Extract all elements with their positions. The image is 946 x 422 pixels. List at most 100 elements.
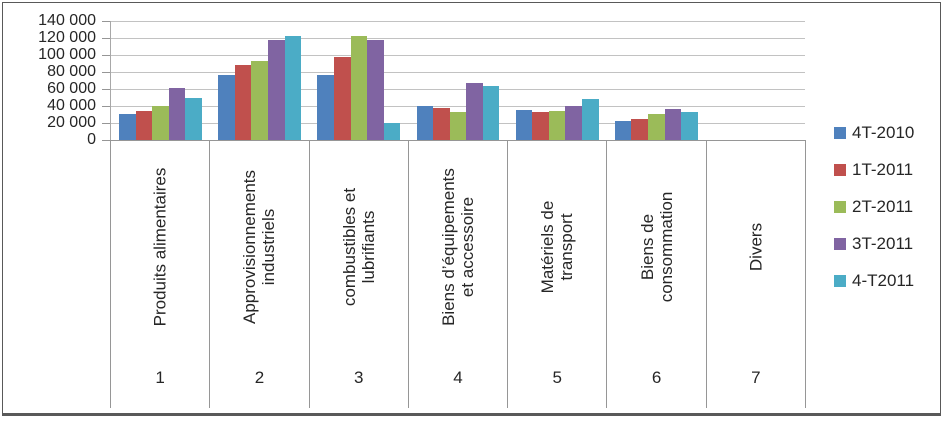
y-axis-tick bbox=[102, 55, 110, 56]
legend-swatch-4T-2010 bbox=[834, 127, 846, 139]
bar-1T-2011 bbox=[532, 112, 549, 140]
bar-groups bbox=[111, 21, 805, 140]
bar-group bbox=[210, 21, 309, 140]
bar-3T-2011 bbox=[367, 40, 384, 140]
bar-group bbox=[408, 21, 507, 140]
category-label: combustibles et lubrifiants bbox=[339, 187, 378, 306]
x-axis-line bbox=[110, 140, 806, 141]
category-label: Produits alimentaires bbox=[150, 167, 170, 326]
gridline bbox=[111, 21, 805, 22]
bar-3T-2011 bbox=[268, 40, 285, 140]
bar-3T-2011 bbox=[466, 83, 483, 140]
legend-label: 2T-2011 bbox=[852, 197, 914, 216]
category-number: 2 bbox=[254, 368, 265, 387]
category-number: 7 bbox=[751, 368, 761, 387]
category-cell: Divers 7 bbox=[707, 141, 806, 408]
y-axis-tick-label: 100 000 bbox=[38, 46, 96, 63]
category-label: Biens d’équipements et accessoire bbox=[438, 167, 477, 326]
category-label: Approvisionnements industriels bbox=[240, 169, 279, 324]
y-axis-tick bbox=[102, 123, 110, 124]
bar-2T-2011 bbox=[251, 61, 268, 140]
legend-item: 1T-2011 bbox=[834, 158, 914, 182]
legend-item: 2T-2011 bbox=[834, 195, 914, 219]
bar-group bbox=[706, 21, 805, 140]
gridline bbox=[111, 55, 805, 56]
category-label-zone: Produits alimentaires bbox=[111, 141, 209, 352]
category-label-zone: Biens d’équipements et accessoire bbox=[409, 141, 507, 352]
category-label-zone: Matériels de transport bbox=[508, 141, 606, 352]
legend-label: 1T-2011 bbox=[852, 160, 914, 179]
legend-label: 4T-2010 bbox=[852, 123, 915, 142]
y-axis-tick bbox=[102, 38, 110, 39]
bar-4T-2010 bbox=[119, 114, 136, 140]
bar-1T-2011 bbox=[631, 119, 648, 140]
y-axis-tick bbox=[102, 72, 110, 73]
legend-item: 4-T2011 bbox=[834, 269, 914, 293]
legend-swatch-2T-2011 bbox=[834, 201, 846, 213]
category-cell: Biens d’équipements et accessoire 4 bbox=[409, 141, 509, 408]
bar-3T-2011 bbox=[664, 109, 682, 140]
legend-swatch-3T-2011 bbox=[834, 238, 846, 250]
y-axis-tick bbox=[102, 140, 110, 141]
legend-label: 3T-2011 bbox=[852, 234, 914, 253]
bar-2T-2011 bbox=[647, 114, 665, 140]
category-label: Divers bbox=[746, 222, 766, 271]
bar-4-T2011 bbox=[383, 123, 401, 140]
bar-3T-2011 bbox=[168, 88, 186, 140]
y-axis-tick-label: 40 000 bbox=[47, 97, 96, 114]
category-number: 4 bbox=[453, 368, 463, 387]
category-label-zone: Approvisionnements industriels bbox=[210, 141, 308, 352]
bar-group bbox=[309, 21, 408, 140]
y-axis-tick-label: 60 000 bbox=[47, 80, 96, 97]
category-label-zone: Biens de consommation bbox=[607, 141, 705, 352]
category-cell: combustibles et lubrifiants 3 bbox=[310, 141, 409, 408]
category-label: Biens de consommation bbox=[637, 191, 676, 302]
y-axis-tick-label: 140 000 bbox=[38, 12, 96, 29]
gridline bbox=[111, 106, 805, 107]
category-label: Matériels de transport bbox=[538, 200, 577, 293]
y-axis-tick-label: 80 000 bbox=[47, 63, 96, 80]
bar-4T-2010 bbox=[614, 121, 632, 140]
bar-4-T2011 bbox=[482, 86, 500, 140]
y-axis-tick bbox=[102, 21, 110, 22]
y-axis-tick bbox=[102, 89, 110, 90]
bar-1T-2011 bbox=[135, 111, 153, 140]
legend-item: 3T-2011 bbox=[834, 232, 914, 256]
bar-4T-2010 bbox=[416, 106, 434, 140]
bar-group bbox=[508, 21, 607, 140]
legend-swatch-4-T2011 bbox=[834, 275, 846, 287]
y-axis-tick-label: 120 000 bbox=[38, 29, 96, 46]
category-number: 1 bbox=[155, 368, 165, 387]
gridline bbox=[111, 72, 805, 73]
category-number: 5 bbox=[552, 368, 562, 387]
plot-area bbox=[110, 21, 805, 140]
category-number: 3 bbox=[353, 368, 364, 387]
legend-item: 4T-2010 bbox=[834, 121, 914, 145]
bar-2T-2011 bbox=[152, 106, 169, 140]
bar-4-T2011 bbox=[284, 36, 302, 140]
category-cell: Approvisionnements industriels 2 bbox=[210, 141, 310, 408]
category-cell: Produits alimentaires 1 bbox=[110, 141, 211, 408]
gridline bbox=[111, 89, 805, 90]
bar-4-T2011 bbox=[681, 112, 698, 140]
bar-1T-2011 bbox=[333, 57, 351, 140]
category-label-zone: combustibles et lubrifiants bbox=[310, 141, 408, 352]
bar-4T-2010 bbox=[317, 75, 334, 140]
bar-4T-2010 bbox=[218, 75, 235, 140]
bar-3T-2011 bbox=[565, 106, 583, 140]
category-number: 6 bbox=[651, 368, 662, 387]
legend-label: 4-T2011 bbox=[852, 271, 915, 290]
category-axis: Produits alimentaires 1 Approvisionnements… bbox=[110, 141, 806, 408]
bar-4-T2011 bbox=[185, 98, 203, 140]
gridline bbox=[111, 38, 805, 39]
legend-swatch-1T-2011 bbox=[834, 164, 846, 176]
y-axis-tick-label: 20 000 bbox=[47, 114, 96, 131]
legend: 4T-2010 1T-2011 2T-2011 3T-2011 4-T2011 bbox=[834, 121, 914, 306]
bar-2T-2011 bbox=[449, 112, 467, 140]
bar-1T-2011 bbox=[433, 108, 450, 140]
y-axis-tick-label: 0 bbox=[87, 131, 96, 148]
bar-2T-2011 bbox=[350, 36, 368, 140]
bar-4-T2011 bbox=[582, 99, 599, 140]
category-cell: Matériels de transport 5 bbox=[508, 141, 608, 408]
